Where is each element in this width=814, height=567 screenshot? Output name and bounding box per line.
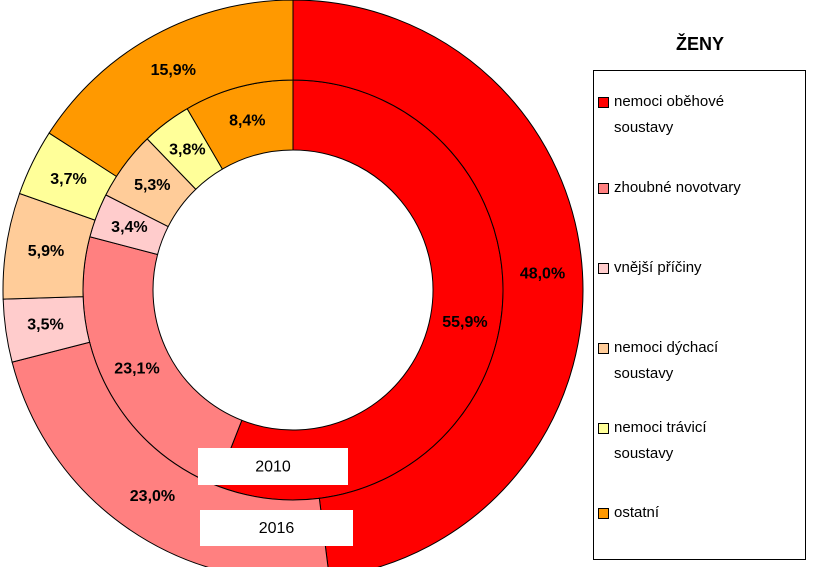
slice-label: 23,1% — [114, 360, 159, 377]
slice — [292, 0, 584, 567]
legend-swatch — [598, 343, 609, 354]
legend-swatch — [598, 508, 609, 519]
slice-label: 3,4% — [111, 219, 147, 236]
year-box — [198, 448, 348, 485]
legend-swatch — [598, 263, 609, 274]
slice-label: 5,3% — [134, 177, 170, 194]
slice-label: 3,5% — [27, 316, 63, 333]
legend-label: zhoubné novotvary — [614, 179, 741, 196]
slice-label: 48,0% — [520, 266, 565, 283]
legend-label: vnější příčiny — [614, 259, 702, 276]
slice-label: 3,7% — [50, 171, 86, 188]
legend-title: ŽENY — [675, 34, 724, 54]
legend-label: ostatní — [614, 504, 660, 521]
slice-label: 8,4% — [229, 112, 265, 129]
legend-label: nemoci trávicí soustavy — [614, 419, 707, 462]
slice — [48, 0, 294, 178]
year-label: 2010 — [255, 459, 291, 476]
legend-swatch — [598, 97, 609, 108]
year-label: 2016 — [259, 520, 295, 537]
year-box — [200, 510, 353, 546]
slice-label: 23,0% — [130, 488, 175, 505]
slice-label: 15,9% — [151, 62, 196, 79]
slice-label: 55,9% — [442, 314, 487, 331]
legend-label: nemoci dýchací soustavy — [614, 339, 719, 382]
legend-swatch — [598, 183, 609, 194]
legend-label: nemoci oběhové soustavy — [614, 93, 725, 136]
legend: nemoci oběhové soustavy zhoubné novotvary… — [593, 70, 806, 560]
chart: 55,9% 23,1% 3,4% 5,3% 3,8% 8,4% 48,0% 23,0% 3,5%… — [2, 0, 584, 567]
slice-label: 5,9% — [28, 243, 64, 260]
legend-swatch — [598, 423, 609, 434]
slice-label: 3,8% — [169, 142, 205, 159]
